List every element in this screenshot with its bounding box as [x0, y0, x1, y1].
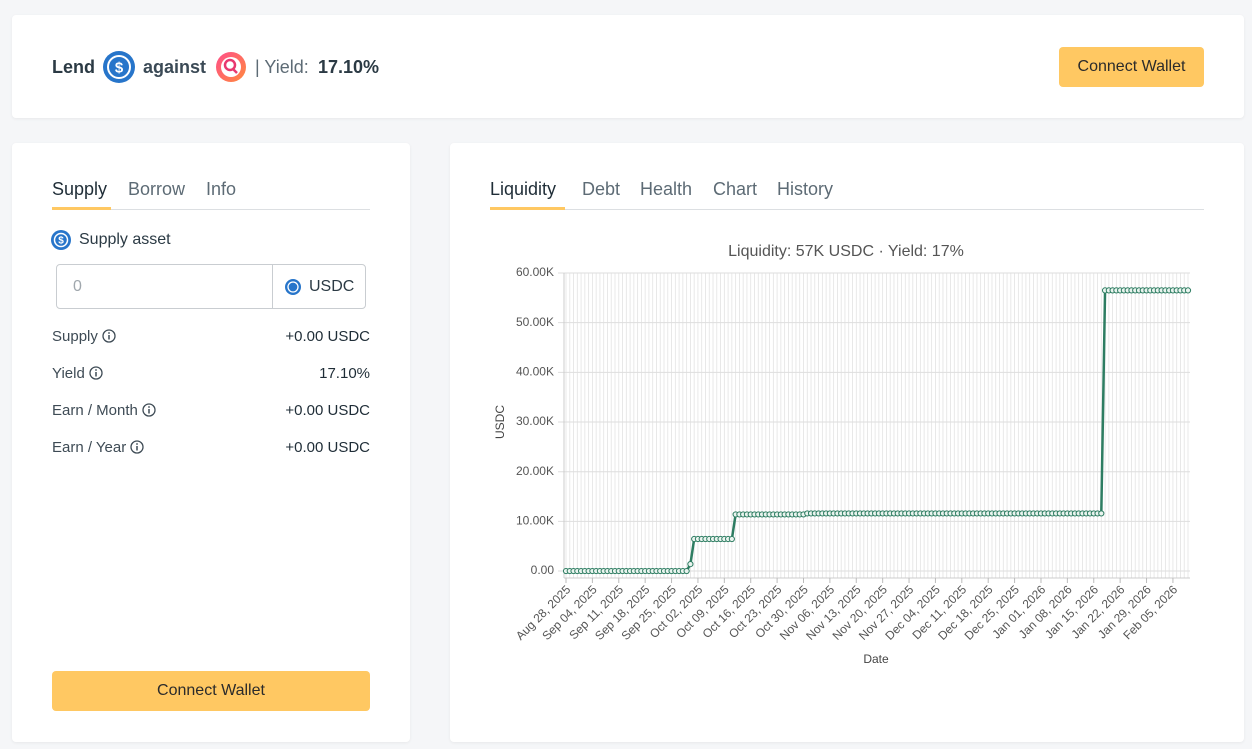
- y-tick-label: 20.00K: [516, 464, 554, 478]
- info-icon: [130, 440, 145, 454]
- tab[interactable]: Chart: [713, 179, 758, 199]
- header-card: Lend $ against | Yield: 17.10% Connect W…: [12, 15, 1244, 118]
- connect-wallet-button[interactable]: Connect Wallet: [1059, 47, 1204, 87]
- y-tick-label: 10.00K: [516, 514, 554, 528]
- y-tick-label: 50.00K: [516, 315, 554, 329]
- info-icon: [142, 403, 156, 417]
- tab-underline: [52, 207, 111, 210]
- info-icon: [102, 329, 116, 343]
- y-tick-label: 60.00K: [516, 265, 554, 279]
- usdc-icon: $: [103, 51, 135, 83]
- svg-text:$: $: [58, 236, 64, 247]
- connect-wallet-button[interactable]: Connect Wallet: [52, 671, 370, 711]
- y-tick-label: 40.00K: [516, 365, 554, 379]
- stat-label: Earn / Month: [52, 402, 138, 419]
- tab[interactable]: Health: [640, 179, 693, 199]
- amount-input[interactable]: 0 USDC: [56, 264, 366, 309]
- input-divider: [272, 265, 273, 308]
- stat-label: Earn / Year: [52, 439, 127, 456]
- against-text: against: [143, 57, 207, 77]
- tab[interactable]: Supply: [52, 179, 108, 199]
- tab[interactable]: History: [777, 179, 834, 199]
- stat-row: Earn / Month +0.00 USDC: [52, 402, 370, 419]
- stat-row: Earn / Year +0.00 USDC: [52, 439, 370, 456]
- stat-value: 17.10%: [319, 365, 370, 382]
- info-icon: [89, 366, 103, 380]
- stat-value: +0.00 USDC: [285, 328, 370, 345]
- svg-text:$: $: [115, 60, 124, 77]
- stat-label: Supply: [52, 328, 98, 345]
- input-token: USDC: [309, 278, 355, 295]
- point: [683, 567, 690, 575]
- tab[interactable]: Debt: [582, 179, 621, 199]
- left-panel: [12, 143, 410, 742]
- tab[interactable]: Liquidity: [490, 179, 557, 199]
- stat-row: Supply +0.00 USDC: [52, 328, 370, 345]
- stat-label: Yield: [52, 365, 85, 382]
- yield-value: 17.10%: [318, 57, 380, 77]
- tab[interactable]: Info: [206, 179, 237, 199]
- point: [1098, 510, 1105, 517]
- usdc-icon: [285, 279, 301, 295]
- usdc-icon: $: [51, 230, 71, 250]
- tab-rule: [52, 209, 370, 210]
- point: [728, 535, 735, 543]
- lend-text: Lend: [52, 57, 95, 77]
- yield-label: | Yield:: [255, 57, 309, 77]
- y-tick-label: 0.00: [531, 563, 555, 577]
- right-panel: [450, 143, 1244, 742]
- point: [1184, 287, 1192, 294]
- line: [566, 289, 1188, 573]
- input-placeholder: 0: [73, 278, 82, 295]
- x-axis-label: Date: [863, 652, 889, 666]
- collateral-icon: [216, 52, 246, 82]
- y-tick-label: 30.00K: [516, 414, 554, 428]
- tab-rule: [490, 209, 1204, 210]
- point: [687, 560, 694, 568]
- supply-asset-label: Supply asset: [79, 231, 171, 248]
- stat-row: Yield 17.10%: [52, 365, 370, 382]
- tab[interactable]: Borrow: [128, 179, 186, 199]
- stat-value: +0.00 USDC: [285, 402, 370, 419]
- stat-value: +0.00 USDC: [285, 439, 370, 456]
- tab-underline: [490, 207, 565, 210]
- chart-title: Liquidity: 57K USDC · Yield: 17%: [728, 243, 964, 260]
- chart: Liquidity: 57K USDC · Yield: 17% Date US…: [493, 243, 1192, 666]
- y-axis-label: USDC: [493, 405, 507, 439]
